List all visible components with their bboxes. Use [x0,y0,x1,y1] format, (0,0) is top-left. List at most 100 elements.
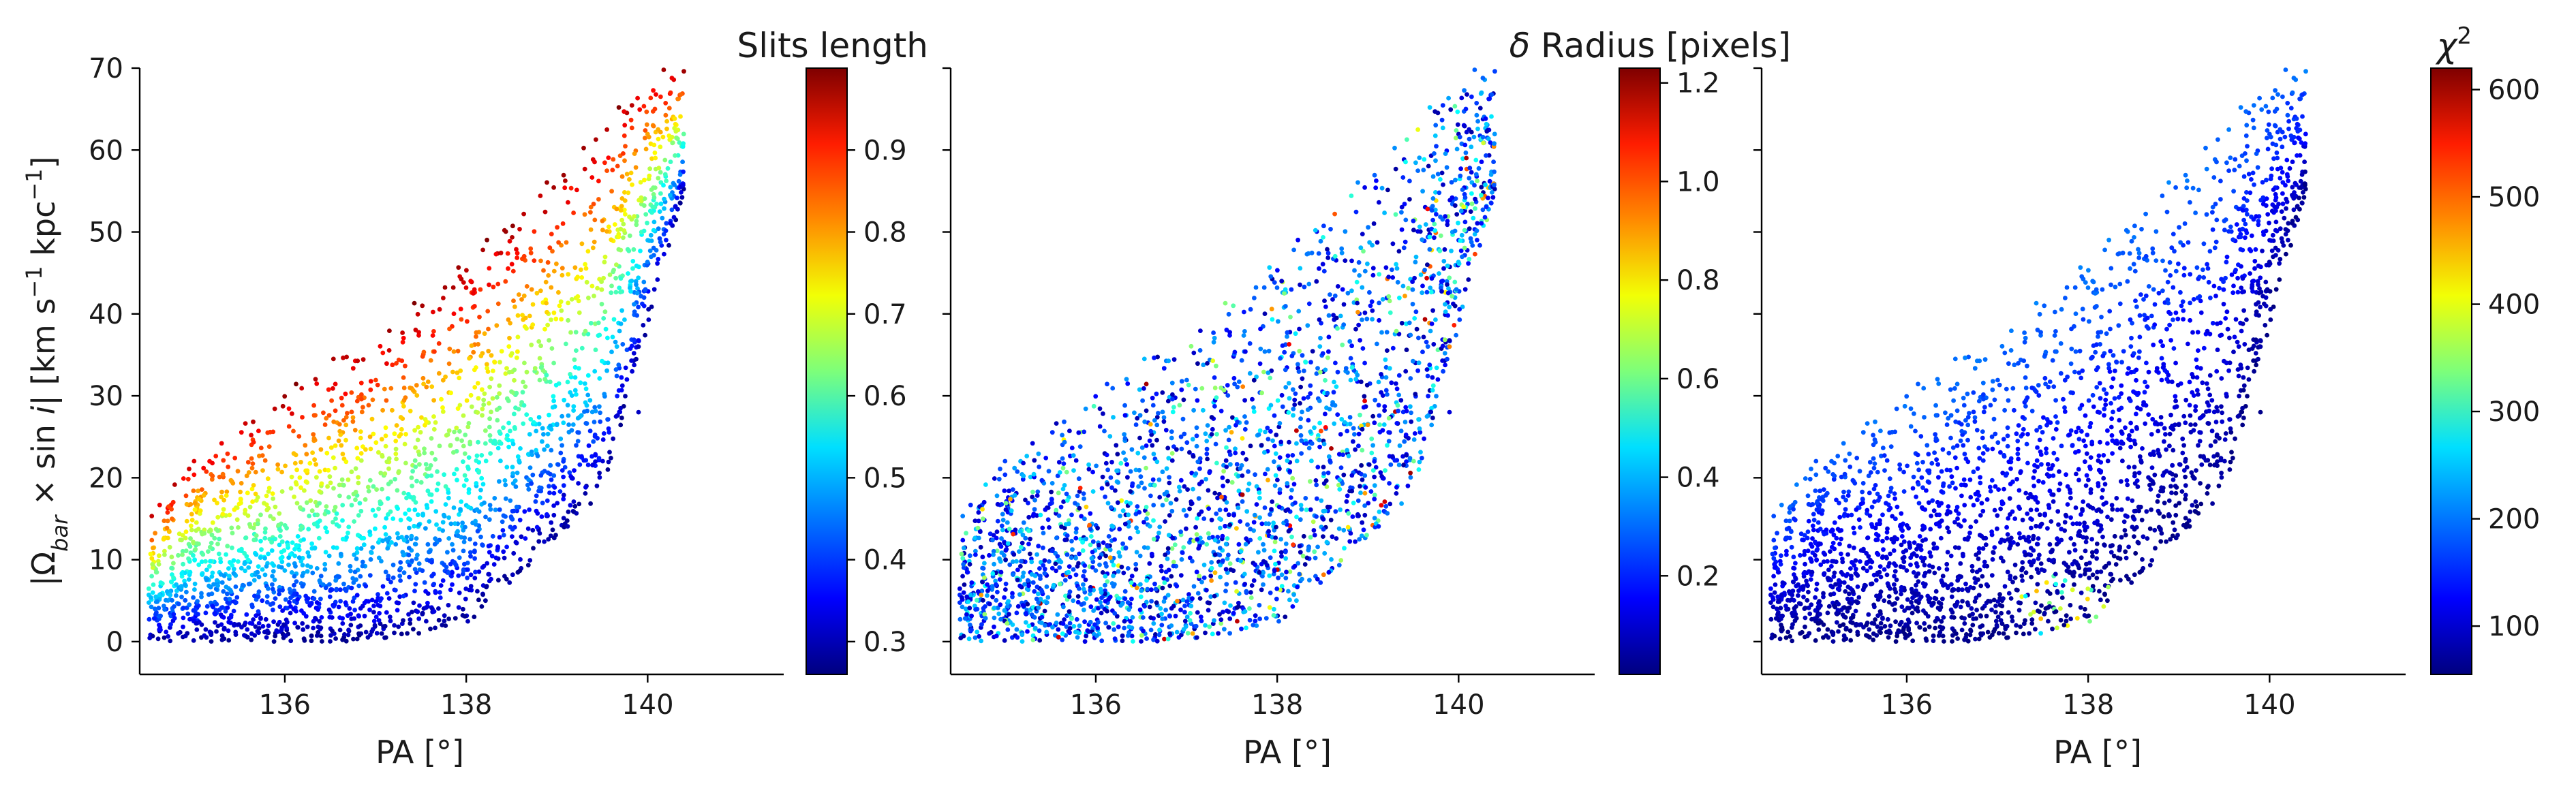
data-point [171,561,176,566]
data-point [621,235,626,240]
data-point [376,555,382,561]
data-point [1335,412,1340,417]
data-point [666,106,672,111]
data-point [561,516,566,520]
data-point [346,477,351,482]
data-point [1104,452,1109,458]
data-point [643,332,647,338]
data-point [585,463,591,467]
data-point [1060,631,1065,636]
data-point [541,268,546,273]
data-point [433,457,438,462]
data-point [227,560,232,565]
data-point [305,624,310,629]
data-point [1081,491,1086,496]
data-point [609,283,614,289]
data-point [401,375,406,380]
data-point [1206,608,1211,613]
data-point [510,441,516,447]
data-point [618,422,624,428]
data-point [490,396,495,401]
data-point [266,486,272,490]
data-point [443,374,448,379]
data-point [998,544,1004,549]
data-point [371,604,376,608]
data-point [314,381,320,386]
data-point [283,633,288,638]
data-point [1299,451,1304,456]
data-point [167,544,172,550]
data-point [680,159,685,165]
data-point [1056,460,1062,465]
data-point [548,533,553,539]
data-point [1151,503,1156,507]
data-point [147,616,152,622]
data-point [279,565,284,570]
data-point [341,418,346,423]
data-point [1074,616,1079,622]
data-point [571,499,577,504]
data-point [1420,237,1425,243]
data-point [262,572,268,578]
data-point [1154,422,1160,428]
data-point [319,615,324,620]
data-point [1194,433,1199,439]
data-point [515,334,521,340]
data-point [1362,360,1367,366]
data-point [1179,557,1184,562]
data-point [266,586,271,591]
data-point [348,563,353,569]
data-point [1377,200,1381,205]
data-point [647,248,653,253]
data-point [473,518,478,524]
data-point [1417,224,1422,230]
data-point [677,200,683,206]
data-point [512,304,517,309]
data-point [327,582,332,587]
data-point [342,587,348,592]
data-point [1266,370,1271,375]
data-point [442,562,446,567]
data-point [371,484,376,489]
data-point [1100,474,1105,480]
data-point [1125,381,1131,386]
data-point [1150,443,1155,448]
data-point [1244,420,1249,425]
data-point [546,273,551,278]
data-point [256,564,261,569]
data-point [526,477,532,482]
data-point [315,512,320,518]
data-point [464,268,469,273]
data-point [1276,319,1281,324]
data-point [1128,619,1133,624]
data-point [1077,551,1082,557]
data-point [637,107,643,112]
data-point [502,478,508,483]
data-point [1430,308,1436,313]
data-point [449,574,454,579]
data-point [324,416,329,421]
data-point [467,550,473,555]
data-point [1404,452,1409,458]
data-point [489,576,493,582]
data-point [1370,308,1375,313]
data-point [1242,414,1247,419]
data-point [506,398,511,403]
data-point [298,485,303,490]
data-point [467,439,473,445]
data-point [1261,548,1267,553]
data-point [231,566,236,572]
data-point [1150,395,1155,401]
data-point [1468,209,1473,214]
data-point [234,517,240,522]
data-point [529,342,534,347]
data-point [1043,507,1048,512]
data-point [586,443,592,448]
data-point [1457,134,1462,140]
data-point [405,631,410,636]
data-point [266,489,271,494]
data-point [207,563,212,569]
data-point [1017,549,1022,554]
data-point [490,533,495,539]
data-point [1424,275,1430,281]
